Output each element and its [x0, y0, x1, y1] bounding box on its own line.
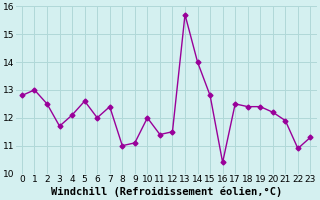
X-axis label: Windchill (Refroidissement éolien,°C): Windchill (Refroidissement éolien,°C) — [51, 187, 282, 197]
